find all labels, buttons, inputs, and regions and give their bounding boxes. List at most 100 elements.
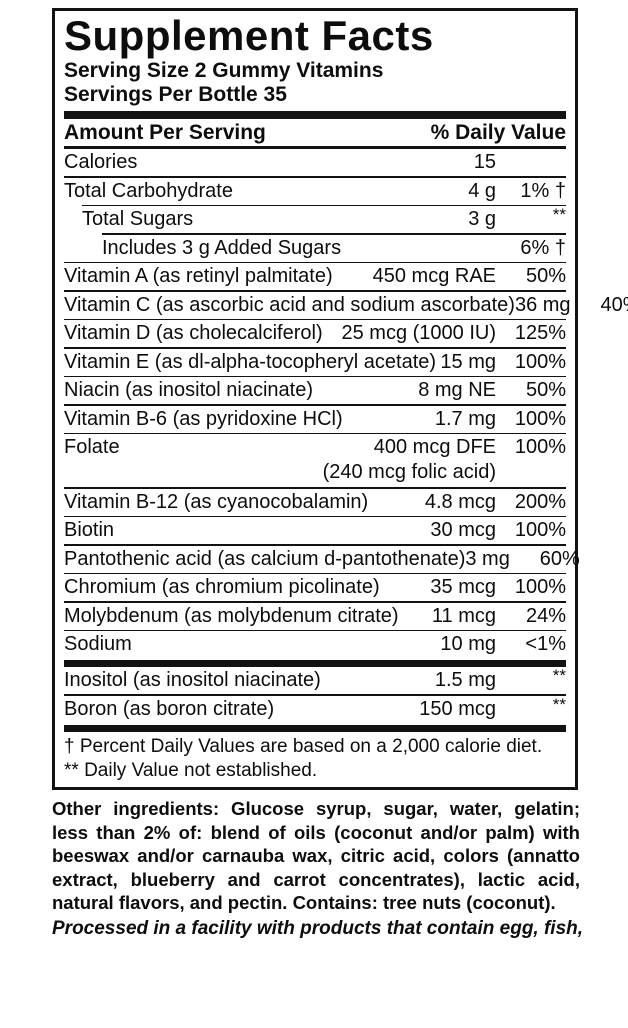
row-rule (82, 204, 566, 206)
nutrient-name: Chromium (as chromium picolinate) (64, 576, 380, 598)
panel-title: Supplement Facts (64, 12, 434, 59)
nutrient-daily-value: ** (552, 694, 566, 714)
nutrient-name: Vitamin D (as cholecalciferol) (64, 322, 323, 344)
row-rule (64, 601, 566, 603)
nutrient-daily-value: 60% (539, 547, 580, 570)
nutrient-name: Molybdenum (as molybdenum citrate) (64, 604, 399, 627)
nutrient-daily-value: 100% (514, 436, 566, 458)
contains-label: Contains: (292, 892, 378, 913)
table-header-row: Amount Per Serving % Daily Value (64, 119, 566, 146)
nutrient-row: Pantothenic acid (as calcium d-pantothen… (64, 546, 580, 573)
nutrient-daily-value: 40% (600, 293, 628, 316)
nutrient-amount: 11 mcg (431, 604, 496, 627)
nutrient-amount: 15 mg (440, 350, 496, 373)
nutrient-name: Pantothenic acid (as calcium d-pantothen… (64, 547, 466, 570)
nutrient-name: Vitamin A (as retinyl palmitate) (64, 265, 333, 287)
supplement-facts-panel: Supplement Facts Serving Size 2 Gummy Vi… (52, 8, 628, 790)
subline-spacer (64, 461, 323, 484)
nutrient-name: Calories (64, 151, 138, 173)
nutrient-row: Chromium (as chromium picolinate) 35 mcg 1… (64, 574, 566, 601)
nutrient-amount: 450 mcg RAE (372, 265, 496, 287)
nutrient-row: Boron (as boron citrate) 150 mcg ** (64, 694, 566, 723)
row-rule (64, 318, 566, 320)
row-rule (64, 261, 566, 263)
nutrient-row: Sodium 10 mg <1% (64, 631, 566, 658)
nutrient-rows-unestablished: Inositol (as inositol niacinate) 1.5 mg **… (64, 666, 566, 723)
nutrient-amount: 10 mg (440, 633, 496, 655)
nutrient-row: Vitamin A (as retinyl palmitate) 450 mcg … (64, 263, 566, 290)
row-rule (64, 694, 566, 696)
nutrient-amount: 8 mg NE (418, 379, 496, 401)
other-ingredients-label: Other ingredients: (52, 798, 220, 819)
nutrient-row: Folate 400 mcg DFE 100% (64, 434, 566, 461)
subline-dv (500, 461, 566, 484)
nutrient-row: Vitamin B-12 (as cyanocobalamin) 4.8 mcg 2… (64, 489, 566, 516)
nutrient-name: Vitamin E (as dl-alpha-tocopheryl acetat… (64, 350, 437, 373)
nutrient-daily-value: 100% (514, 350, 566, 373)
nutrient-daily-value: 1% † (520, 179, 566, 202)
rule-thick-top (64, 111, 566, 119)
footnote-dagger: † Percent Daily Values are based on a 2,… (64, 735, 543, 757)
nutrient-row: Calories 15 (64, 149, 566, 176)
rule-thick-mid (64, 660, 566, 667)
nutrient-name: Total Carbohydrate (64, 179, 233, 202)
nutrient-row: Vitamin B-6 (as pyridoxine HCl) 1.7 mg 100… (64, 406, 566, 433)
nutrient-name: Inositol (as inositol niacinate) (64, 669, 321, 691)
nutrient-name: Folate (64, 436, 120, 458)
nutrient-daily-value: 100% (514, 576, 566, 598)
nutrient-amount: 150 mcg (419, 697, 496, 720)
row-rule (64, 487, 566, 489)
nutrient-daily-value: 100% (514, 407, 566, 430)
nutrient-name: Niacin (as inositol niacinate) (64, 379, 314, 401)
nutrient-daily-value: 125% (514, 322, 566, 344)
nutrient-rows: Calories 15 Total Carbohydrate 4 g 1% † Total… (64, 149, 628, 658)
nutrient-amount: 15 (473, 151, 496, 173)
row-rule (64, 515, 566, 517)
nutrient-name: Vitamin B-12 (as cyanocobalamin) (64, 490, 369, 513)
nutrient-subline: (240 mcg folic acid) (64, 461, 566, 487)
nutrient-name: Vitamin B-6 (as pyridoxine HCl) (64, 407, 343, 430)
daily-value-header: % Daily Value (430, 121, 566, 144)
nutrient-amount: 1.5 mg (434, 669, 496, 691)
nutrient-amount: 400 mcg DFE (373, 436, 496, 458)
subline-amount: (240 mcg folic acid) (322, 461, 496, 483)
nutrient-row: Total Carbohydrate 4 g 1% † (64, 178, 566, 205)
nutrient-row: Inositol (as inositol niacinate) 1.5 mg ** (64, 666, 566, 694)
nutrient-amount: 35 mcg (430, 576, 496, 598)
nutrient-daily-value: <1% (525, 633, 566, 655)
row-rule (64, 290, 566, 292)
nutrient-amount: 30 mcg (430, 519, 496, 541)
nutrient-amount: 3 g (468, 208, 496, 230)
nutrient-name: Includes 3 g Added Sugars (102, 236, 342, 259)
nutrient-row: Molybdenum (as molybdenum citrate) 11 mcg… (64, 603, 566, 630)
amount-per-serving-header: Amount Per Serving (64, 121, 266, 144)
nutrient-row: Vitamin C (as ascorbic acid and sodium a… (64, 292, 628, 319)
footnote-asterisk: ** Daily Value not established. (64, 759, 318, 781)
nutrient-daily-value: 100% (514, 519, 566, 541)
row-rule (64, 572, 566, 574)
nutrient-amount: 1.7 mg (434, 407, 496, 430)
contains-text: tree nuts (coconut). (377, 892, 556, 913)
row-rule (64, 176, 566, 178)
nutrient-name: Boron (as boron citrate) (64, 697, 275, 720)
nutrient-daily-value: 50% (525, 379, 566, 401)
footnotes: † Percent Daily Values are based on a 2,… (64, 732, 566, 787)
other-ingredients-text: Other ingredients: Glucose syrup, sugar,… (52, 798, 580, 913)
nutrient-name: Vitamin C (as ascorbic acid and sodium a… (64, 293, 515, 316)
nutrient-daily-value: 200% (514, 490, 566, 513)
row-rule (64, 432, 566, 434)
nutrient-amount: 4 g (468, 179, 496, 202)
nutrient-amount: 25 mcg (1000 IU) (341, 322, 496, 344)
nutrient-name: Total Sugars (82, 208, 194, 230)
row-rule (64, 629, 566, 631)
nutrient-daily-value: 50% (525, 265, 566, 287)
rule-thick-footnotes (64, 724, 566, 732)
nutrient-row: Vitamin E (as dl-alpha-tocopheryl acetat… (64, 349, 566, 376)
nutrient-daily-value: 24% (525, 604, 566, 627)
row-rule (64, 375, 566, 377)
servings-per-container: Servings Per Bottle 35 (64, 83, 287, 106)
nutrient-row: Biotin 30 mcg 100% (64, 517, 566, 544)
nutrient-row: Vitamin D (as cholecalciferol) 25 mcg (10… (64, 320, 566, 347)
row-rule (64, 404, 566, 406)
